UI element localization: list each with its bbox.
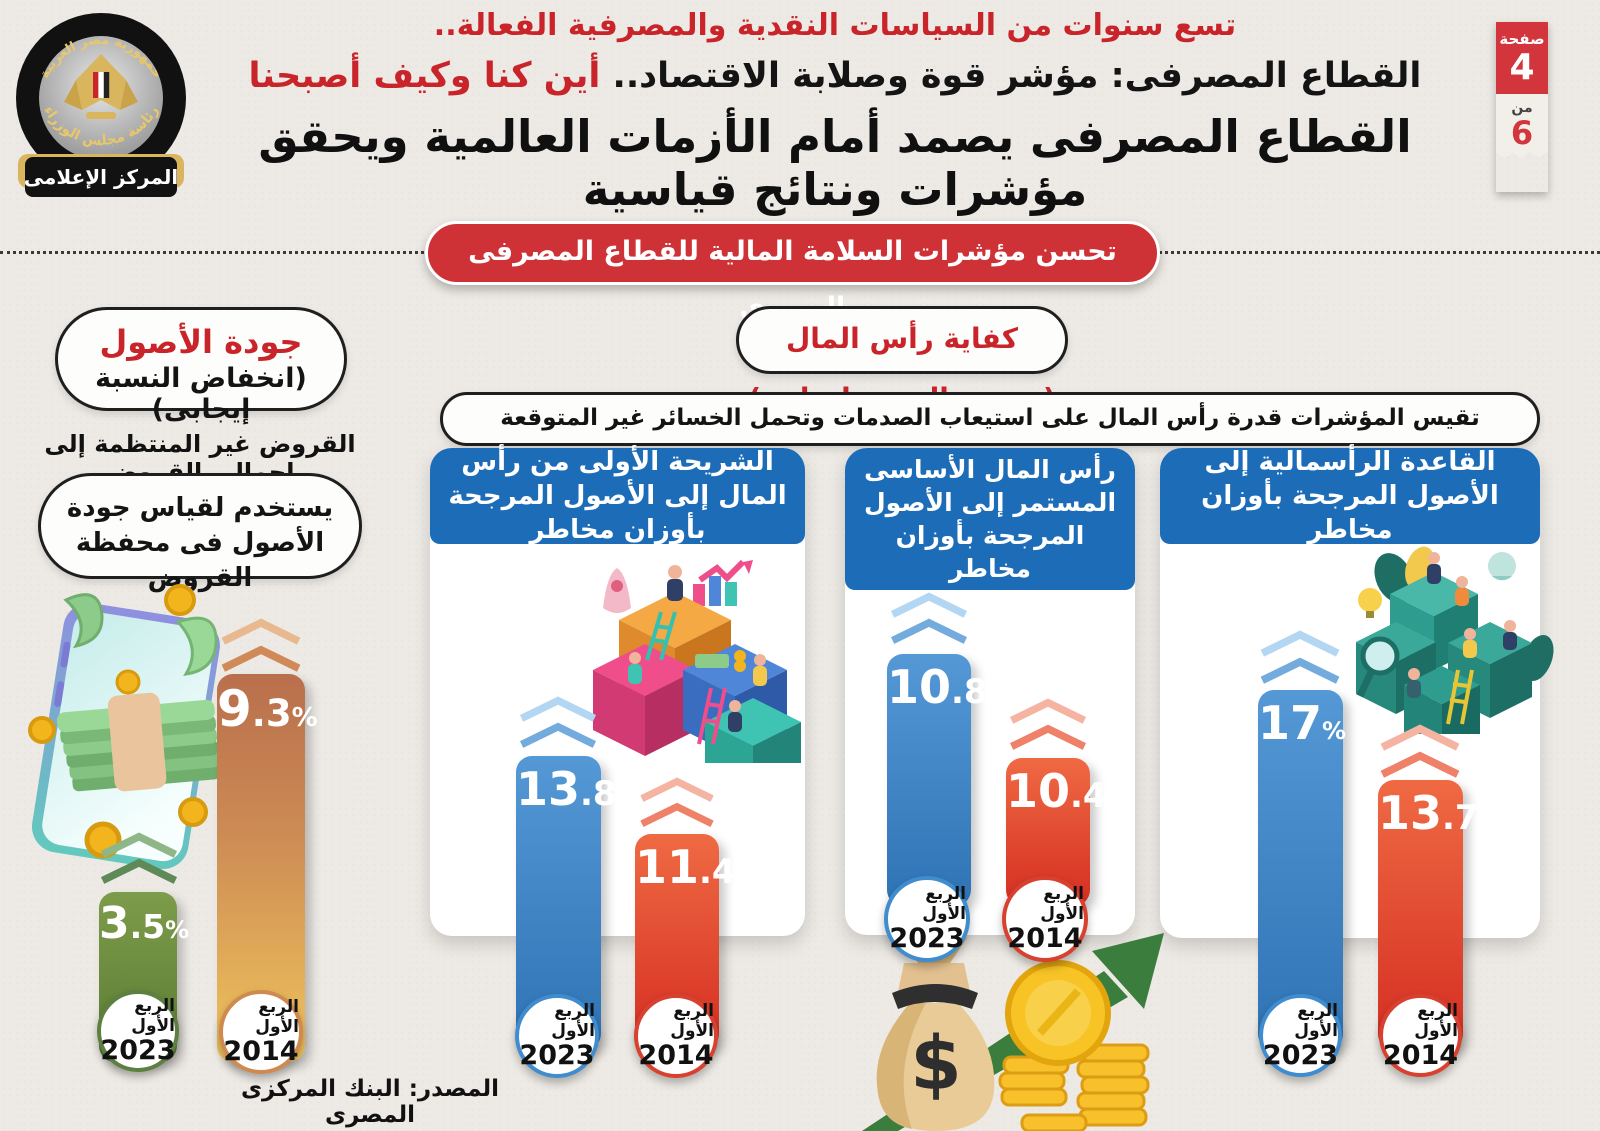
chevron-up-blue-icon bbox=[1260, 630, 1340, 684]
asset-quality-title-pill: جودة الأصول (انخفاض النسبة إيجابى) bbox=[55, 307, 347, 425]
bar-capital-base-2023: 17% bbox=[1258, 690, 1346, 1050]
asset-quality-subtitle: (انخفاض النسبة إيجابى) bbox=[95, 363, 307, 425]
card-cet1-header: رأس المال الأساسى المستمر إلى الأصول الم… bbox=[845, 448, 1135, 590]
people-figures bbox=[628, 565, 767, 732]
page-title: القطاع المصرفى يصمد أمام الأزمات العالمي… bbox=[258, 110, 1412, 216]
people-figures bbox=[1407, 552, 1517, 698]
page-total: 6 bbox=[1510, 113, 1534, 152]
source-note: المصدر: البنك المركزى المصرى bbox=[240, 1076, 500, 1128]
money-phone-illustration bbox=[28, 584, 221, 870]
logo-banner-text: المركز الإعلامى bbox=[24, 165, 178, 189]
card-tier1-header: الشريحة الأولى من رأس المال إلى الأصول ا… bbox=[430, 447, 805, 545]
money-bag-growth-illustration: $ bbox=[862, 931, 1164, 1131]
page-label: صفحة bbox=[1499, 30, 1545, 48]
chevron-up-red-icon bbox=[1009, 698, 1087, 750]
header-subtitle: القطاع المصرفى: مؤشر قوة وصلابة الاقتصاد… bbox=[200, 56, 1470, 96]
badge-npl-2014: الربع الأول 2014 bbox=[219, 990, 303, 1074]
asset-quality-title: جودة الأصول bbox=[99, 323, 303, 361]
chevron-up-blue-icon bbox=[890, 592, 968, 644]
badge-cet1-2023: الربع الأول 2023 bbox=[884, 876, 970, 962]
of-label: من bbox=[1511, 99, 1533, 116]
badge-npl-2023: الربع الأول 2023 bbox=[97, 990, 179, 1072]
asset-quality-note-pill: يستخدم لقياس جودة الأصول فى محفظة القروض bbox=[38, 473, 362, 593]
government-logo: جمهورية مصر العربية رئاسة مجلس الوزراء ا… bbox=[16, 13, 186, 197]
chevron-up-blue-icon bbox=[519, 696, 597, 748]
card-capital-base-header: القاعدة الرأسمالية إلى الأصول المرجحة بأ… bbox=[1160, 447, 1540, 545]
chevron-up-green-icon bbox=[100, 832, 178, 884]
isometric-cubes-illustration bbox=[593, 559, 801, 763]
page-number-ribbon: صفحة 4 من 6 bbox=[1496, 22, 1548, 192]
badge-tier1-2014: الربع الأول 2014 bbox=[634, 994, 718, 1078]
badge-cet1-2014: الربع الأول 2014 bbox=[1002, 876, 1088, 962]
badge-capital-base-2014: الربع الأول 2014 bbox=[1379, 994, 1462, 1077]
teal-cubes-illustration bbox=[1356, 546, 1554, 734]
money-bag-icon: $ bbox=[876, 931, 995, 1131]
chevron-up-red-icon bbox=[1380, 724, 1460, 778]
ribbon-current: صفحة 4 bbox=[1496, 22, 1548, 94]
chevron-up-red-icon bbox=[640, 777, 714, 828]
eagle-icon bbox=[64, 54, 138, 119]
header-subtitle-red: أين كنا وكيف أصبحنا bbox=[248, 56, 601, 96]
coin-stack-icon bbox=[998, 960, 1150, 1131]
bar-cet1-2023: 10.8% bbox=[887, 654, 1012, 906]
chevron-up-orange-icon bbox=[221, 618, 301, 672]
section-banner: تحسن مؤشرات السلامة المالية للقطاع المصر… bbox=[425, 221, 1160, 323]
capital-adequacy-description-pill: تقيس المؤشرات قدرة رأس المال على استيعاب… bbox=[440, 392, 1540, 446]
page-number: 4 bbox=[1509, 47, 1535, 88]
header-subtitle-black: القطاع المصرفى: مؤشر قوة وصلابة الاقتصاد… bbox=[612, 56, 1422, 96]
badge-capital-base-2023: الربع الأول 2023 bbox=[1259, 994, 1342, 1077]
badge-tier1-2023: الربع الأول 2023 bbox=[515, 994, 599, 1078]
svg-text:$: $ bbox=[910, 1021, 962, 1107]
ribbon-total: من 6 bbox=[1496, 93, 1548, 159]
header-kicker: تسع سنوات من السياسات النقدية والمصرفية … bbox=[433, 8, 1237, 43]
capital-adequacy-title-pill: كفاية رأس المال (تحسن النسبة إيجابى) bbox=[736, 306, 1068, 415]
